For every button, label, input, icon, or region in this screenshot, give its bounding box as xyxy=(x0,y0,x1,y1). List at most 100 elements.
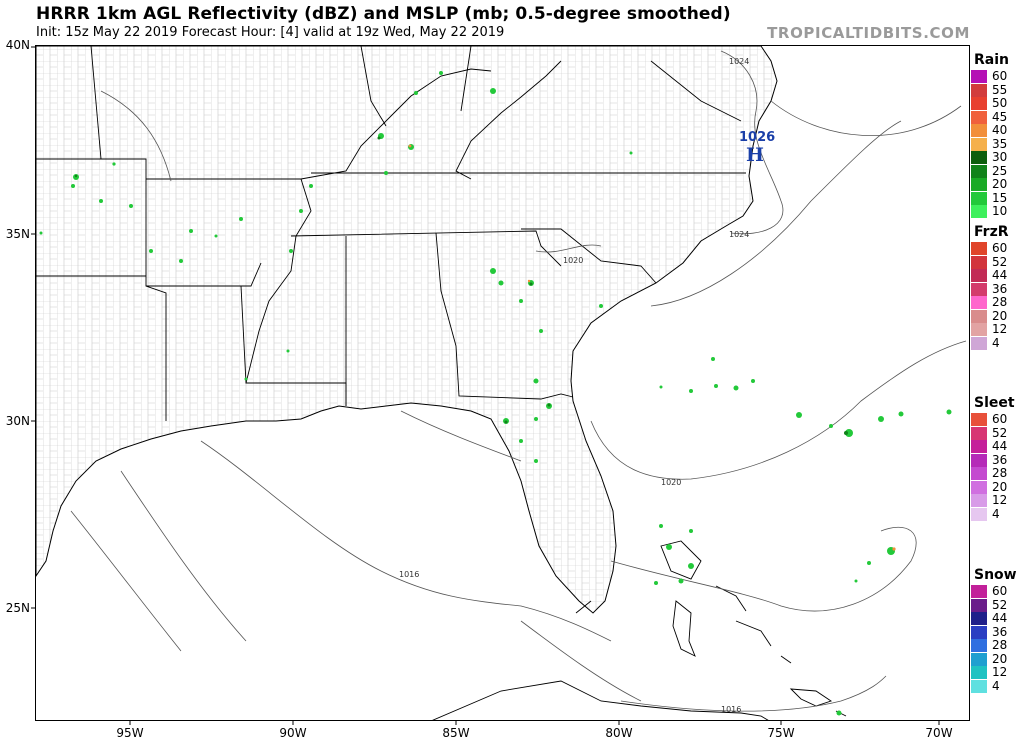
legend-row: 36 xyxy=(971,453,1021,468)
legend-swatch xyxy=(971,282,987,296)
legend-value: 60 xyxy=(992,241,1008,255)
legend-row: 4 xyxy=(971,679,1021,694)
legend-swatch xyxy=(971,426,987,440)
legend-swatch xyxy=(971,242,987,255)
legend-value: 10 xyxy=(992,204,1008,218)
legend-row: 52 xyxy=(971,598,1021,613)
legend-value: 45 xyxy=(992,109,1008,124)
legend-value: 30 xyxy=(992,150,1008,164)
legend-value: 60 xyxy=(992,584,1008,598)
state-borders xyxy=(36,46,746,421)
legend-value: 60 xyxy=(992,412,1008,426)
legend-value: 52 xyxy=(992,425,1008,440)
legend-row: 25 xyxy=(971,163,1021,179)
legend-swatch xyxy=(971,151,987,164)
legend-swatch xyxy=(971,309,987,323)
freezing-rain-legend: FrzR 60 52 44 36 28 20 12 4 xyxy=(971,224,1021,350)
legend-row: 30 xyxy=(971,150,1021,165)
lon-label-70w: 70W xyxy=(925,726,953,740)
isobar-label: 1020 xyxy=(661,478,681,487)
legend-swatch xyxy=(971,413,987,426)
legend-value: 55 xyxy=(992,82,1008,97)
lon-label-75w: 75W xyxy=(767,726,795,740)
legend-row: 55 xyxy=(971,82,1021,98)
lon-label-80w: 80W xyxy=(605,726,633,740)
legend-row: 36 xyxy=(971,624,1021,640)
legend-row: 10 xyxy=(971,204,1021,219)
legend-row: 20 xyxy=(971,480,1021,495)
legend-value: 25 xyxy=(992,163,1008,178)
legend-row: 4 xyxy=(971,507,1021,522)
legend-row: 28 xyxy=(971,295,1021,310)
isobar-label: 1016 xyxy=(399,570,419,579)
legend-row: 44 xyxy=(971,268,1021,283)
legend-swatch xyxy=(971,296,987,309)
legend-swatch xyxy=(971,652,987,666)
legend-swatch xyxy=(971,336,987,350)
legend-row: 20 xyxy=(971,177,1021,192)
isobar-label: 1024 xyxy=(729,230,749,239)
high-pressure-value: 1026 xyxy=(739,130,775,145)
legend-title: Rain xyxy=(974,52,1009,68)
legend-value: 12 xyxy=(992,493,1008,507)
legend-swatch xyxy=(971,178,987,191)
legend-value: 28 xyxy=(992,466,1008,480)
legend-swatch xyxy=(971,467,987,480)
sleet-legend: Sleet 60 52 44 36 28 20 12 4 xyxy=(971,395,1021,521)
legend-row: 12 xyxy=(971,493,1021,508)
us-landmass xyxy=(36,46,778,614)
isobar-label: 1016 xyxy=(721,705,741,714)
legend-swatch xyxy=(971,110,987,124)
lat-label-35n: 35N xyxy=(5,227,30,241)
legend-swatch xyxy=(971,625,987,639)
legend-value: 36 xyxy=(992,281,1008,296)
legend-swatch xyxy=(971,480,987,494)
legend-row: 60 xyxy=(971,584,1021,599)
legend-row: 12 xyxy=(971,665,1021,680)
legend-title: FrzR xyxy=(974,224,1009,240)
legend-swatch xyxy=(971,70,987,83)
legend-value: 28 xyxy=(992,638,1008,652)
lon-label-90w: 90W xyxy=(279,726,307,740)
legend-swatch xyxy=(971,97,987,110)
legend-row: 36 xyxy=(971,281,1021,297)
legend-value: 44 xyxy=(992,611,1008,625)
legend-swatch xyxy=(971,269,987,282)
high-pressure-symbol: H xyxy=(746,144,764,166)
legend-row: 60 xyxy=(971,241,1021,256)
legend-swatch xyxy=(971,323,987,336)
legend-value: 12 xyxy=(992,665,1008,679)
legend-row: 60 xyxy=(971,69,1021,84)
legend-swatch xyxy=(971,191,987,205)
source-brand: TROPICALTIDBITS.COM xyxy=(767,24,970,42)
legend-swatch xyxy=(971,507,987,521)
lat-label-40n: 40N xyxy=(5,38,30,52)
legend-swatch xyxy=(971,453,987,467)
legend-value: 20 xyxy=(992,308,1008,323)
legend-swatch xyxy=(971,494,987,507)
legend-swatch xyxy=(971,137,987,151)
legend-row: 20 xyxy=(971,308,1021,324)
legend-row: 44 xyxy=(971,439,1021,454)
isobars xyxy=(70,50,967,712)
snow-legend: Snow 60 52 44 36 28 20 12 4 xyxy=(971,567,1021,693)
legend-swatch xyxy=(971,164,987,178)
legend-row: 35 xyxy=(971,137,1021,152)
legend-value: 36 xyxy=(992,624,1008,639)
forecast-subtitle: Init: 15z May 22 2019 Forecast Hour: [4]… xyxy=(36,25,505,40)
isobar-label: 1020 xyxy=(563,256,583,265)
legend-value: 28 xyxy=(992,295,1008,309)
lat-label-25n: 25N xyxy=(5,601,30,615)
legend-row: 50 xyxy=(971,96,1021,111)
isobar-label: 1024 xyxy=(729,57,749,66)
legend-row: 15 xyxy=(971,191,1021,206)
legend-value: 4 xyxy=(992,335,1000,350)
legend-swatch xyxy=(971,255,987,269)
legend-swatch xyxy=(971,124,987,137)
legend-swatch xyxy=(971,598,987,612)
legend-value: 12 xyxy=(992,322,1008,336)
legend-title: Snow xyxy=(974,567,1017,583)
legend-swatch xyxy=(971,612,987,625)
legend-row: 28 xyxy=(971,638,1021,653)
